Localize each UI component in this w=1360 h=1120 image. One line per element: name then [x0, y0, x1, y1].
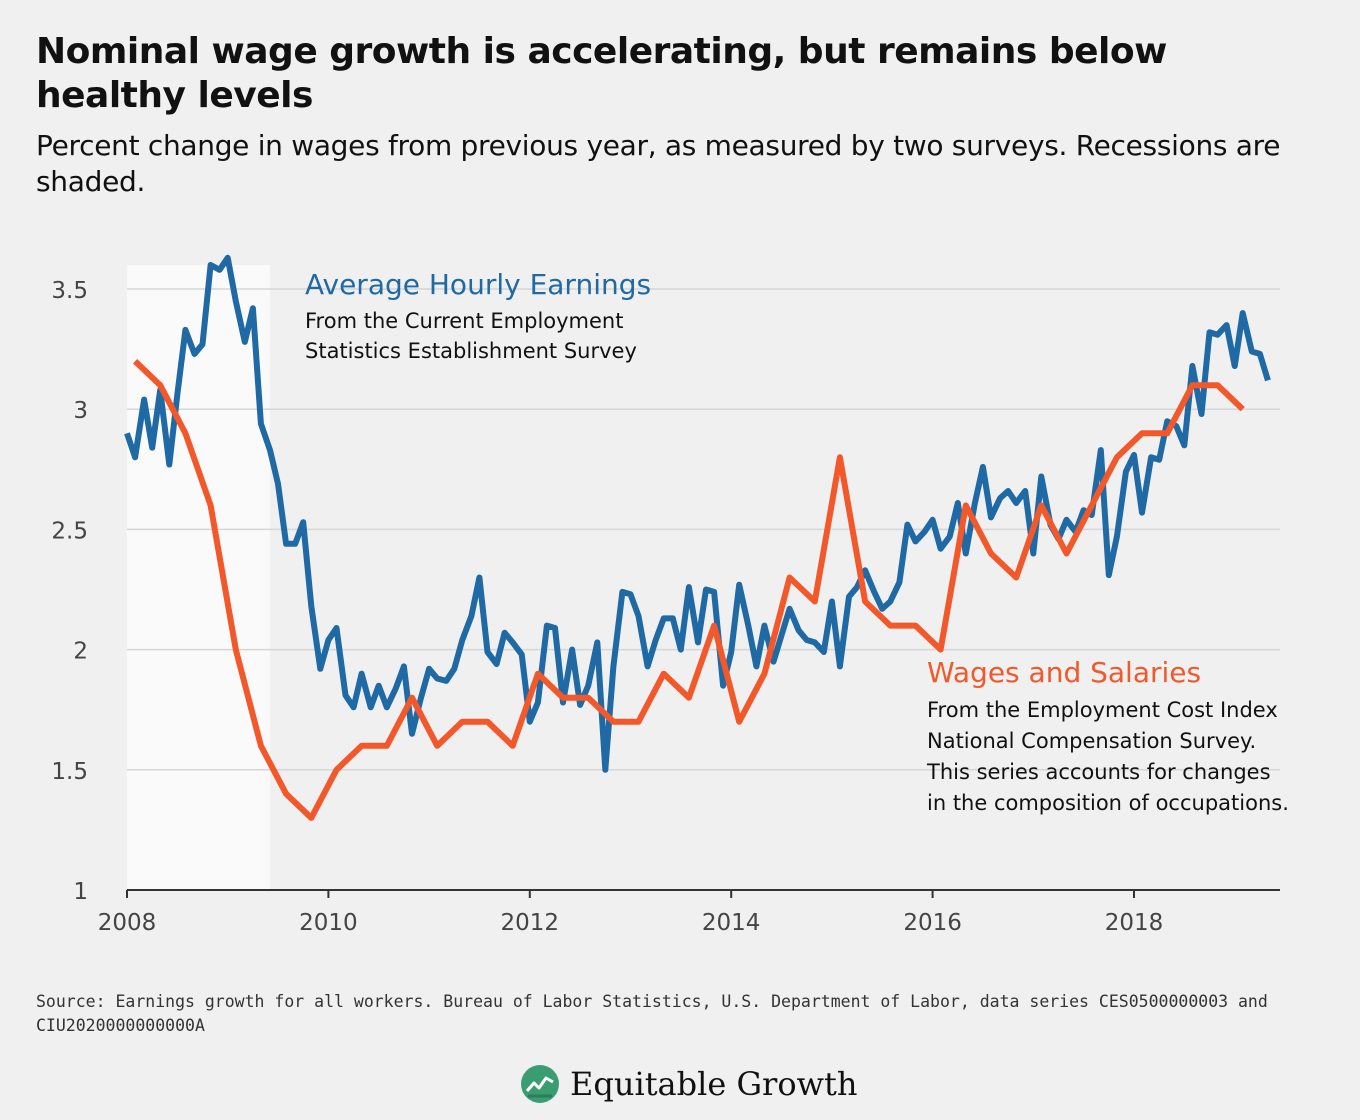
source-note: Source: Earnings growth for all workers.… — [36, 992, 1268, 1035]
x-tick-label: 2014 — [702, 910, 761, 936]
y-tick-label: 1 — [73, 879, 88, 905]
x-tick-label: 2016 — [903, 910, 962, 936]
line-chart: 1 1.5 2 2.5 3 3.5 2008 2010 2012 2014 2016 2018 Aver… — [51, 254, 1289, 936]
wages-and-salaries-line — [133, 359, 1245, 821]
x-tick-label: 2012 — [501, 910, 560, 936]
y-tick-label: 2.5 — [51, 518, 88, 544]
y-tick-label: 2 — [73, 639, 88, 665]
wages-annotation-line: in the composition of occupations. — [927, 791, 1289, 815]
wages-annotation-title: Wages and Salaries — [927, 656, 1201, 689]
wages-annotation-line: This series accounts for changes — [926, 760, 1271, 784]
average-hourly-earnings-line — [124, 254, 1271, 773]
chart-subtitle: Percent change in wages from previous ye… — [36, 129, 1281, 198]
wages-annotation-line: National Compensation Survey. — [927, 729, 1256, 753]
wages-annotation-line: From the Employment Cost Index — [927, 698, 1278, 722]
ahe-annotation-line: Statistics Establishment Survey — [305, 339, 637, 363]
x-tick-label: 2018 — [1105, 910, 1164, 936]
chart-title: Nominal wage growth is accelerating, but… — [36, 31, 1167, 116]
brand-logo: Equitable Growth — [520, 1060, 857, 1108]
y-tick-label: 1.5 — [51, 759, 88, 785]
x-tick-label: 2010 — [299, 910, 358, 936]
recession-shade — [127, 265, 270, 890]
ahe-annotation-line: From the Current Employment — [305, 309, 623, 333]
chart-leaf-icon — [521, 1065, 559, 1103]
ahe-annotation-title: Average Hourly Earnings — [305, 268, 651, 301]
brand-name: Equitable Growth — [570, 1065, 858, 1103]
y-tick-label: 3 — [73, 398, 88, 424]
y-tick-label: 3.5 — [51, 278, 88, 304]
x-tick-label: 2008 — [98, 910, 157, 936]
